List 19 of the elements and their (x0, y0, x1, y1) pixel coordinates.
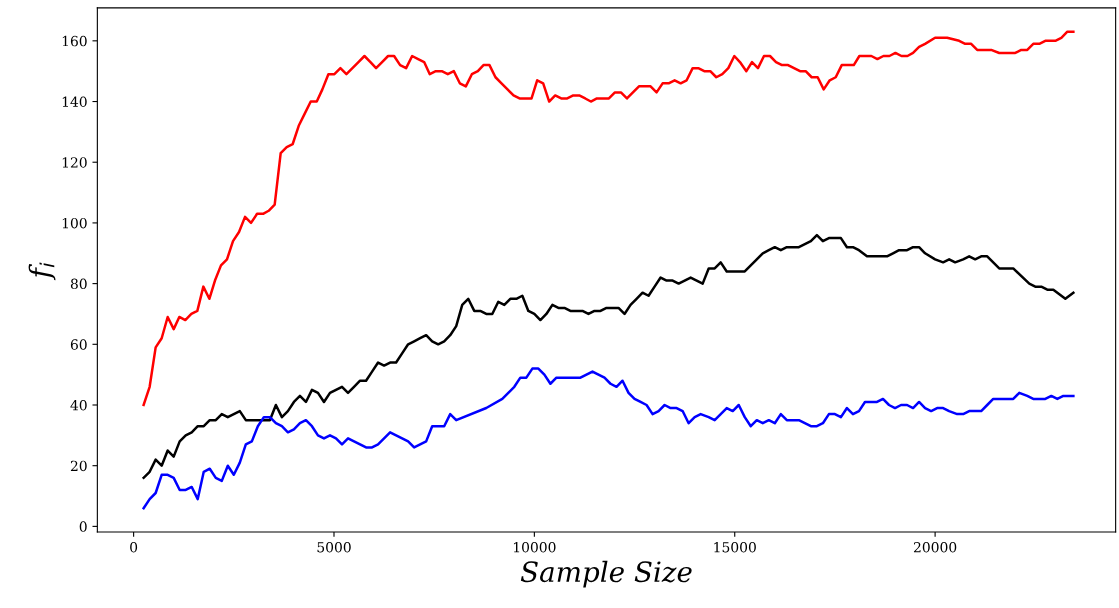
y-tick-label: 160 (62, 35, 87, 47)
line-series (142, 233, 1075, 480)
y-tick-label: 100 (62, 217, 87, 229)
line-series (142, 367, 1075, 510)
x-tick-label: 5000 (317, 541, 351, 553)
y-tick-label: 140 (62, 96, 87, 107)
line-series (142, 30, 1075, 407)
x-axis-title: Sample Size (520, 560, 692, 588)
y-tick-label: 80 (70, 278, 87, 290)
x-tick-label: 0 (130, 541, 138, 553)
y-tick-label: 40 (70, 399, 87, 411)
y-tick-label: 20 (70, 460, 87, 472)
y-axis-title: f$_{i}$ (28, 262, 56, 281)
x-tick-label: 10000 (513, 541, 556, 553)
y-tick-label: 0 (79, 521, 87, 532)
x-tick-label: 15000 (714, 541, 756, 553)
y-tick-label: 120 (62, 157, 87, 168)
y-tick-label: 60 (70, 339, 87, 350)
x-tick-label: 20000 (913, 541, 957, 553)
